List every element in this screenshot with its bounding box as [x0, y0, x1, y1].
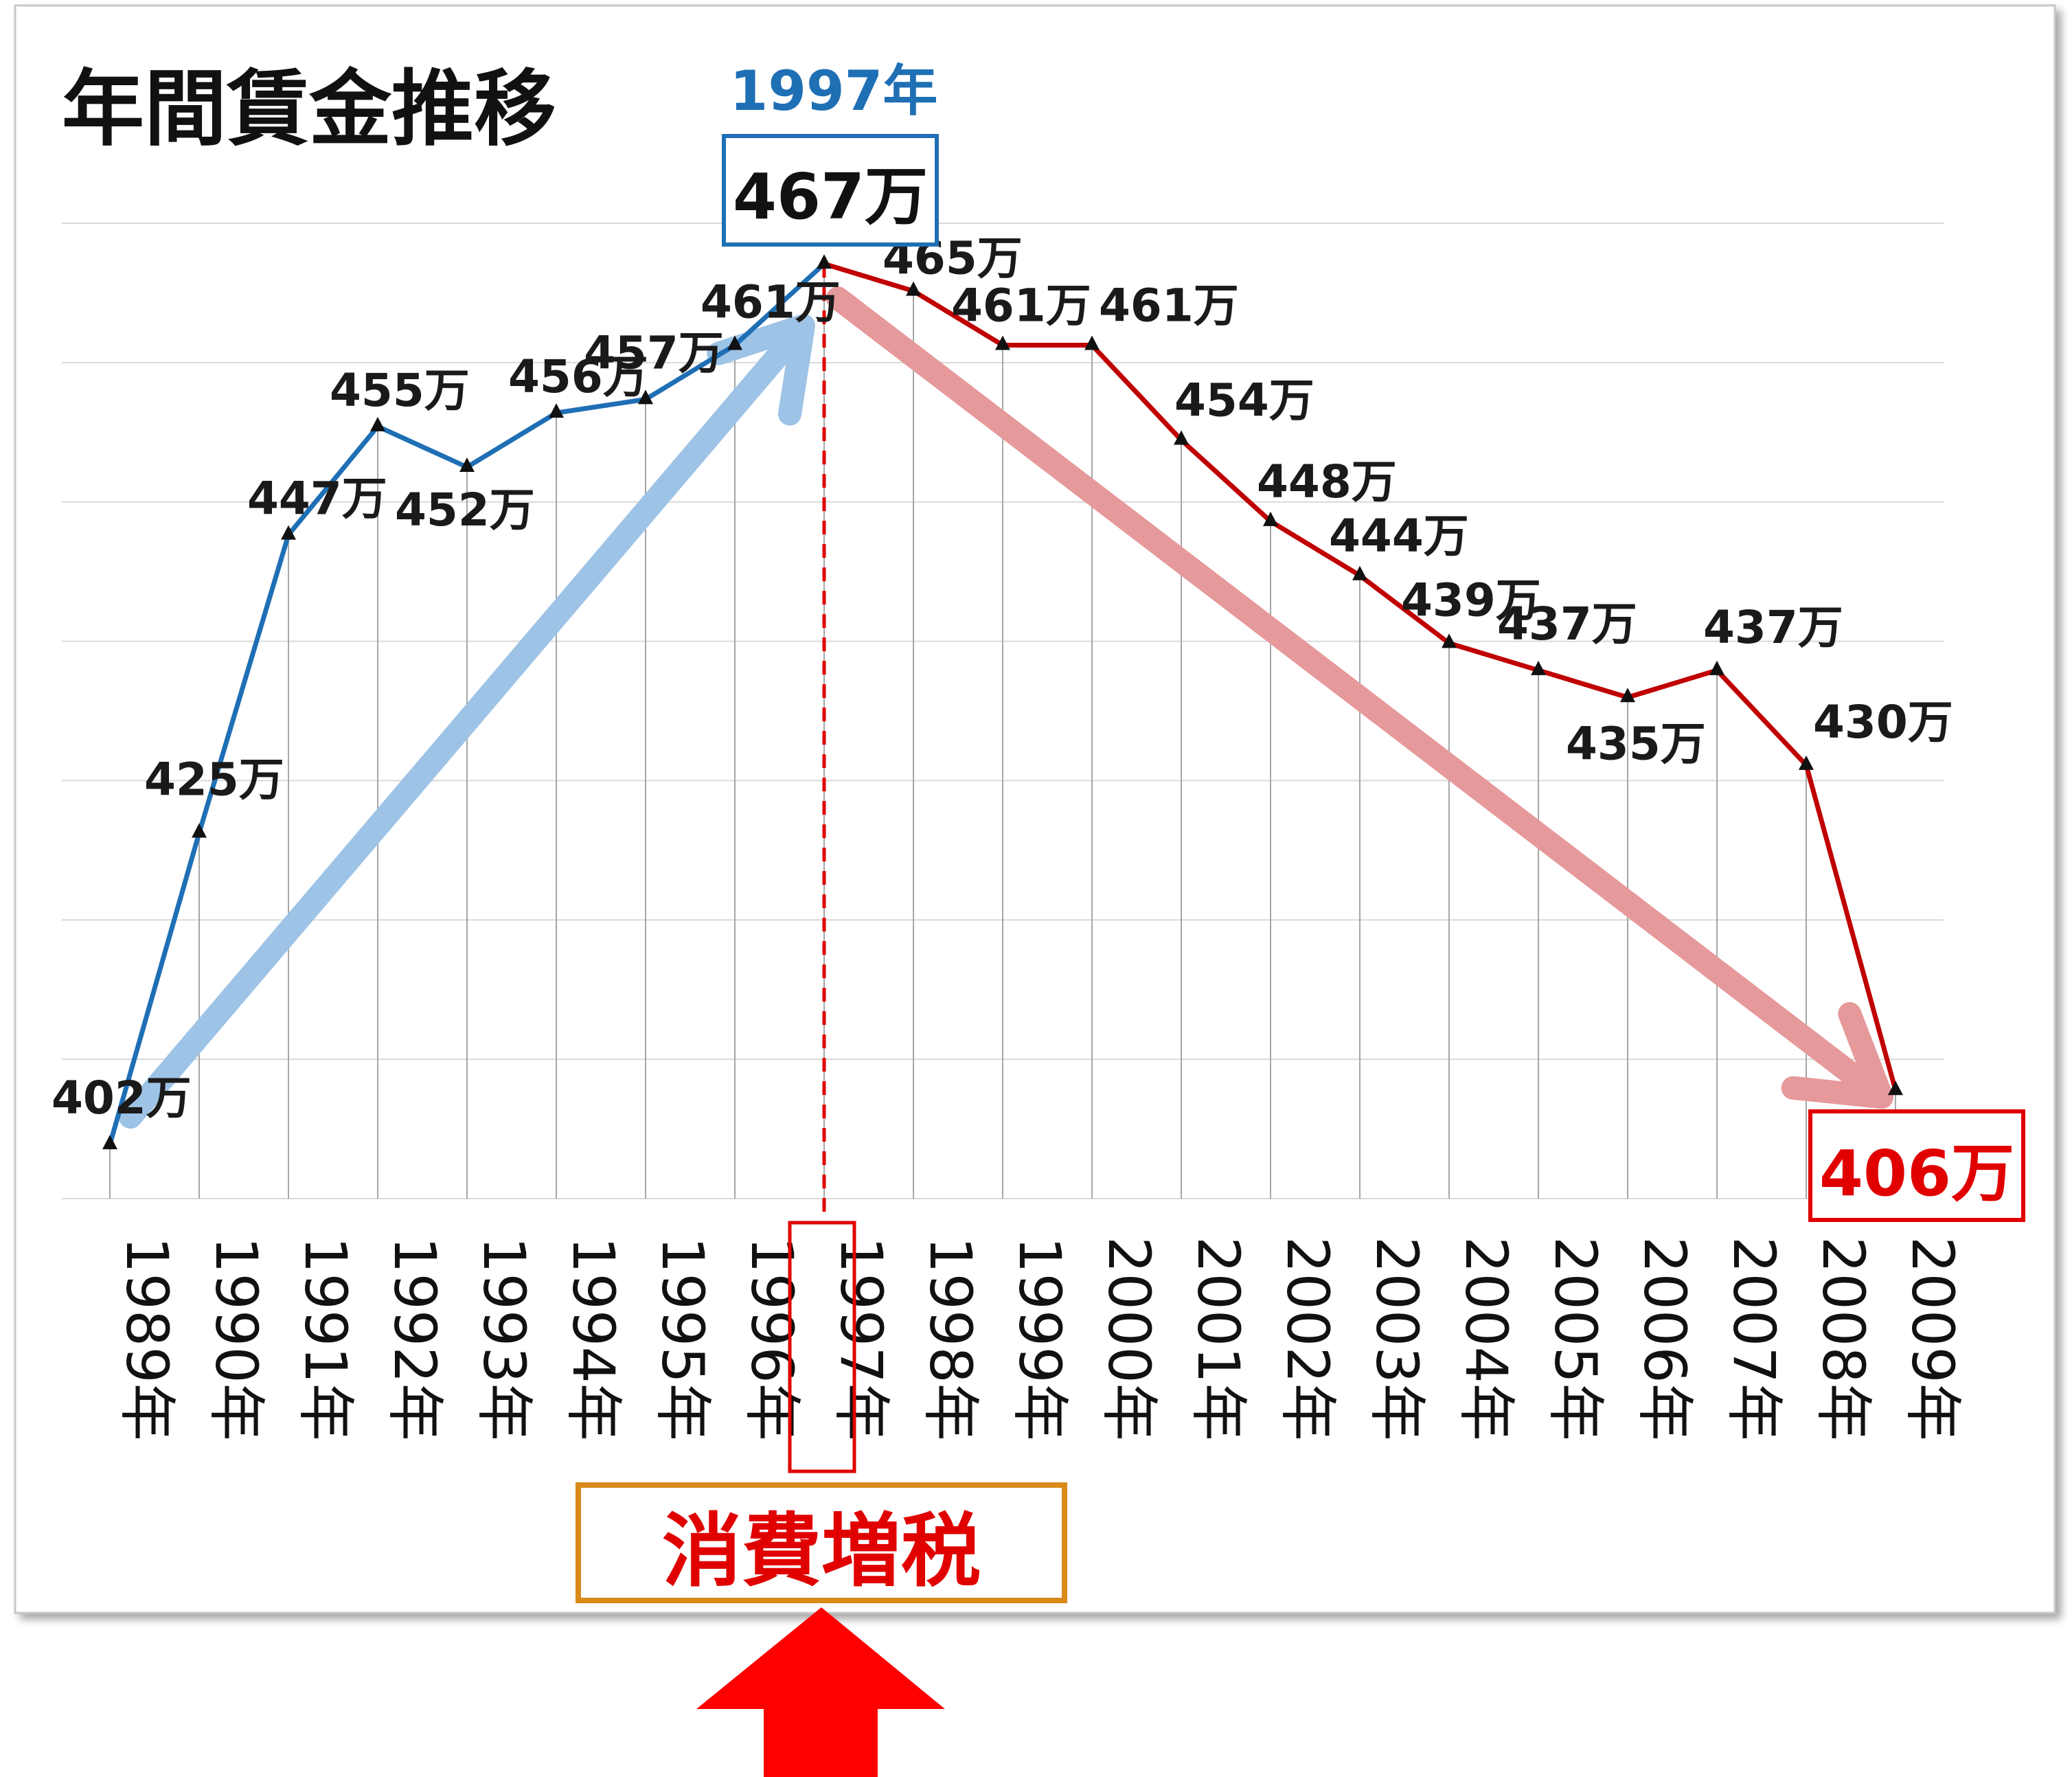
x-tick-label: 2002年: [1274, 1236, 1341, 1441]
data-point-marker: [1442, 633, 1457, 648]
data-point-marker: [370, 416, 385, 431]
falling-trend-arrow-head: [1781, 1001, 1893, 1109]
x-tick-label: 1993年: [470, 1236, 538, 1441]
peak-value-box: [722, 134, 939, 247]
data-label: 448万: [1257, 455, 1397, 508]
x-tick-label: 2008年: [1810, 1236, 1877, 1441]
x-tick-label: 2007年: [1720, 1236, 1788, 1441]
data-point-marker: [1709, 660, 1724, 675]
data-label: 461万: [1099, 280, 1239, 332]
x-tick-label: 2005年: [1542, 1236, 1609, 1441]
data-point-marker: [281, 525, 296, 540]
data-label: 430万: [1813, 696, 1953, 749]
x-tick-label: 1991年: [292, 1236, 359, 1441]
data-label: 454万: [1174, 374, 1314, 427]
data-label: 461万: [951, 280, 1091, 332]
trend-arrows: [119, 286, 1893, 1129]
x-tick-label: 2004年: [1453, 1236, 1520, 1441]
data-point-marker: [102, 1135, 117, 1150]
wage-series: [102, 254, 1903, 1150]
event-label: 消費増税: [662, 1505, 981, 1598]
x-tick-label: 1994年: [560, 1236, 627, 1441]
data-label: 456万: [508, 350, 648, 403]
data-point-marker: [1799, 755, 1814, 770]
data-point-marker: [1352, 565, 1367, 580]
end-value-label: 406万: [1819, 1137, 2014, 1210]
x-tick-label: 2009年: [1899, 1236, 1966, 1441]
data-point-marker: [995, 335, 1010, 350]
data-label: 437万: [1703, 601, 1843, 654]
x-tick-label: 1990年: [203, 1236, 270, 1441]
x-tick-label: 1999年: [1006, 1236, 1073, 1441]
chart-panel: [14, 4, 2056, 1614]
data-point-marker: [192, 823, 207, 838]
chart-title: 年間賃金推移: [62, 62, 556, 157]
data-point-marker: [549, 403, 564, 418]
x-tick-label: 2006年: [1631, 1236, 1698, 1441]
data-labels: 402万425万447万455万452万456万457万461万465万461万…: [52, 232, 1953, 1124]
x-tick-label: 1998年: [917, 1236, 984, 1441]
data-point-marker: [638, 389, 653, 405]
event-box: [576, 1482, 1067, 1603]
x-tick-label: 2000年: [1095, 1236, 1163, 1441]
data-label: 452万: [395, 484, 535, 536]
data-label: 455万: [330, 364, 470, 417]
data-point-marker: [906, 281, 921, 296]
peak-year-tick-highlight: [788, 1221, 856, 1473]
x-tick-label: 1995年: [649, 1236, 716, 1441]
data-point-marker: [817, 254, 832, 269]
x-tick-label: 1996年: [738, 1236, 806, 1441]
x-tick-label: 1992年: [381, 1236, 448, 1441]
data-point-marker: [459, 457, 475, 472]
data-point-marker: [1620, 688, 1635, 703]
data-label: 425万: [144, 754, 284, 806]
x-tick-label: 2003年: [1363, 1236, 1431, 1441]
data-label: 435万: [1566, 717, 1706, 770]
data-point-marker: [727, 335, 742, 350]
rising-trend-arrow-head: [707, 314, 815, 426]
x-tick-label: 1997年: [828, 1236, 895, 1441]
end-value-box: [1808, 1109, 2025, 1222]
data-label: 444万: [1329, 510, 1469, 563]
data-point-marker: [1084, 335, 1100, 350]
rising-trend-arrow-shaft: [119, 314, 815, 1129]
x-tick-label: 2001年: [1185, 1236, 1252, 1441]
data-point-marker: [1263, 511, 1278, 526]
data-label: 402万: [52, 1072, 192, 1124]
data-label: 457万: [584, 326, 724, 379]
data-label: 439万: [1401, 574, 1541, 626]
data-label: 437万: [1497, 598, 1637, 650]
data-point-marker: [1174, 430, 1189, 445]
data-label: 461万: [701, 276, 841, 329]
event-up-arrow: [696, 1607, 945, 1777]
data-point-marker: [1888, 1080, 1903, 1096]
falling-trend-arrow-shaft: [826, 286, 1893, 1109]
x-axis-tick-labels: 1989年 1990年 1991年 1992年 1993年 1994年 1995年 1996年…: [113, 1236, 1966, 1441]
data-label: 447万: [247, 473, 387, 525]
x-tick-label: 1989年: [113, 1236, 181, 1441]
data-point-marker: [1531, 660, 1546, 675]
peak-value-label: 467万: [733, 160, 928, 234]
peak-year-label: 1997年: [730, 59, 938, 123]
